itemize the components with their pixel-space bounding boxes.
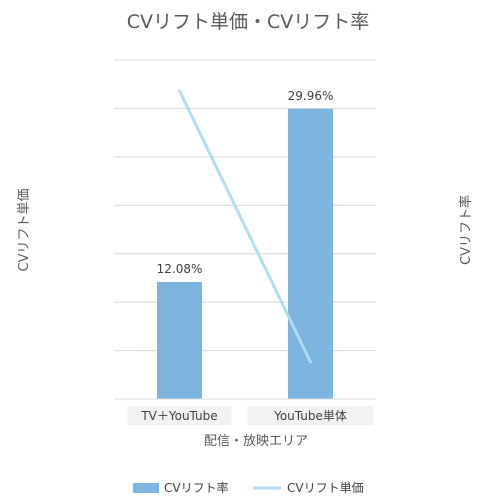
y-axis-right-title: CVリフト率: [458, 195, 474, 265]
y-axis-left-title: CVリフト単価: [16, 189, 32, 272]
legend: CVリフト率 CVリフト単価: [133, 480, 364, 495]
tick-label-background: [127, 406, 232, 425]
data-label: 29.96%: [288, 89, 334, 103]
x-axis-ticks: TV＋YouTube YouTube単体: [127, 406, 374, 425]
data-label: 12.08%: [157, 262, 203, 276]
line-series: [178, 89, 312, 364]
grid-lines: [114, 59, 376, 352]
x-tick-label: YouTube単体: [273, 409, 347, 423]
x-tick-label: TV＋YouTube: [140, 409, 217, 423]
tick-label-background: [247, 406, 374, 425]
legend-label-line: CVリフト単価: [287, 481, 364, 495]
bar: [157, 281, 202, 399]
chart-title: CVリフト単価・CVリフト率: [127, 11, 370, 33]
line-series-path: [178, 89, 312, 364]
data-labels: 12.08% 29.96%: [157, 89, 334, 276]
legend-swatch-bar: [133, 483, 159, 493]
legend-label-bar: CVリフト率: [164, 480, 229, 495]
bar: [288, 108, 333, 399]
x-axis-title: 配信・放映エリア: [204, 434, 308, 449]
bars: [157, 108, 333, 399]
